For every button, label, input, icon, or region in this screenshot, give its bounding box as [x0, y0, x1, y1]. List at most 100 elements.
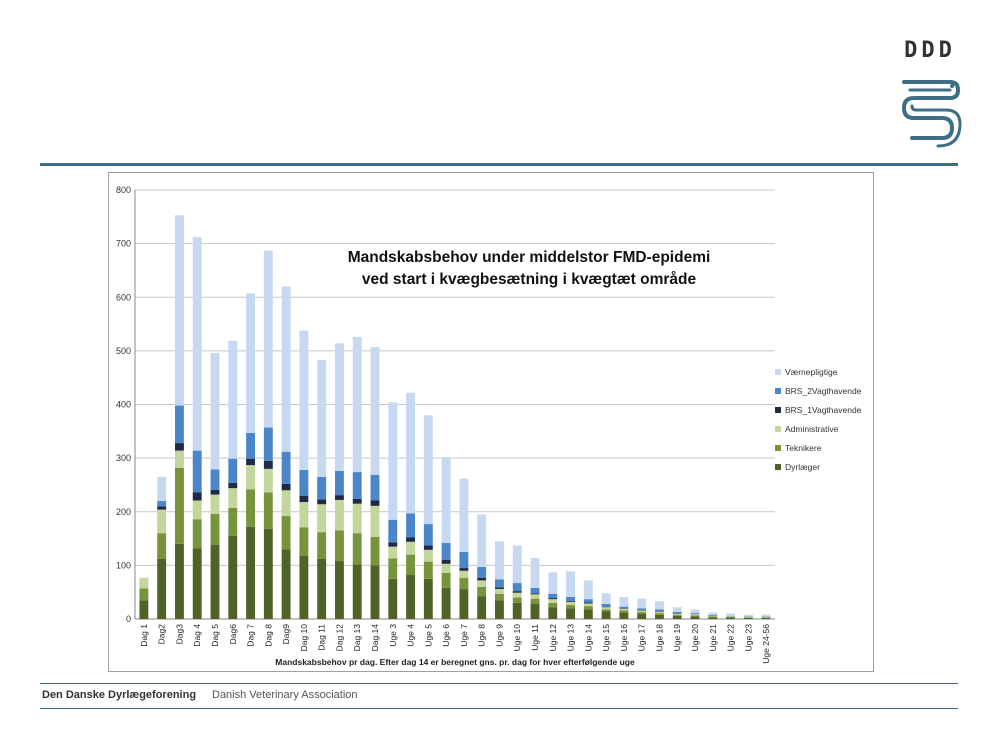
bar-segment: [459, 478, 469, 552]
bar-segment: [459, 589, 469, 619]
x-tick-label: Uge 19: [672, 624, 682, 652]
bar-segment: [708, 612, 718, 615]
bar-segment: [690, 613, 700, 615]
bar-segment: [317, 476, 327, 500]
bar-segment: [388, 542, 398, 547]
bar-segment: [477, 514, 487, 567]
bar-segment: [743, 616, 753, 617]
bar-segment: [406, 541, 415, 555]
bar-segment: [246, 293, 255, 433]
bar-segment: [637, 613, 647, 619]
legend-label: BRS_2Vagthavende: [785, 386, 862, 396]
y-tick-label: 400: [116, 400, 131, 410]
chart-title-line2: ved start i kvægbesætning i kvægtæt områ…: [362, 271, 697, 288]
x-tick-label: Uge 3: [388, 624, 398, 647]
x-tick-label: Dag 8: [263, 624, 273, 647]
bar-segment: [228, 340, 238, 459]
chart-container: 0 100 200 300 400 500 600 700 800 Dag 1 Dag2 Dag3 Da…: [108, 172, 874, 672]
bar-segment: [370, 347, 380, 475]
bar-segment: [637, 608, 647, 610]
bar-segment: [512, 545, 522, 584]
bar-segment: [583, 603, 593, 607]
bar-segment: [690, 615, 700, 617]
bar-segment: [352, 472, 362, 499]
bar-segment: [299, 495, 309, 503]
bar-segment: [708, 617, 718, 619]
y-tick-label: 300: [116, 453, 131, 463]
bar-segment: [317, 532, 327, 559]
x-tick-label: Uge 5: [423, 624, 433, 647]
legend-label: Dyrlæger: [785, 462, 820, 472]
bar-segment: [157, 501, 167, 507]
bar-segment: [192, 492, 202, 501]
bar-segment: [619, 610, 629, 613]
bar-segment: [566, 605, 575, 609]
bar-segment: [281, 483, 291, 491]
x-tick-label: Dag 10: [299, 624, 309, 652]
y-tick-label: 100: [116, 560, 131, 570]
bar-segment: [228, 535, 238, 619]
bar-segment: [495, 541, 504, 580]
legend-swatch: [775, 388, 781, 394]
bar-segment: [423, 549, 433, 562]
bar-segment: [459, 570, 469, 578]
bar-segment: [228, 488, 238, 508]
footer-org-name: Den Danske Dyrlægeforening: [42, 689, 197, 701]
footer-org-name-en: Danish Veterinary Association: [212, 689, 358, 701]
bar-segment: [512, 602, 522, 619]
x-tick-label: Uge 22: [726, 624, 736, 652]
legend-swatch: [775, 445, 781, 451]
bar-segment: [175, 443, 184, 451]
bar-segment: [335, 470, 344, 496]
x-tick-label: Uge 11: [530, 624, 540, 651]
bar-segment: [441, 542, 451, 561]
bar-segment: [637, 598, 647, 609]
bar-segment: [761, 617, 771, 618]
bar-segment: [619, 608, 629, 609]
bar-segment: [370, 474, 380, 501]
y-tick-label: 800: [116, 185, 131, 195]
bar-segment: [406, 537, 415, 542]
bar-segment: [708, 614, 718, 616]
bar-segment: [335, 530, 344, 562]
bar-segment: [370, 565, 380, 619]
bar-segment: [210, 513, 220, 545]
bar-segment: [192, 500, 202, 520]
bar-segment: [352, 564, 362, 619]
bar-segment: [175, 543, 184, 619]
bar-segment: [192, 548, 202, 619]
bar-segment: [548, 593, 558, 599]
bar-segment: [601, 611, 611, 619]
footer-divider-top: [40, 683, 958, 684]
bar-segment: [743, 617, 753, 619]
footer-divider-bottom: [40, 708, 958, 709]
x-tick-label: Dag 14: [370, 624, 380, 652]
bar-segment: [601, 606, 611, 608]
bar-segment: [281, 451, 291, 484]
bar-segment: [406, 575, 415, 619]
bar-segment: [139, 588, 149, 601]
y-tick-label: 0: [126, 614, 131, 624]
x-tick-label: Dag9: [281, 624, 291, 645]
bar-segment: [441, 572, 451, 588]
bar-segment: [299, 555, 309, 619]
bar-segment: [477, 577, 487, 581]
snake-emblem-icon: [901, 80, 962, 148]
bar-segment: [655, 613, 664, 615]
bar-segment: [637, 612, 647, 614]
legend-swatch: [775, 426, 781, 432]
bar-segment: [246, 432, 255, 459]
bar-segment: [335, 495, 344, 500]
bar-segment: [512, 583, 522, 592]
x-tick-label: Uge 7: [459, 624, 469, 647]
x-tick-label: Dag 12: [334, 624, 344, 652]
bar-segment: [388, 578, 398, 619]
bar-segment: [175, 467, 184, 544]
bar-segment: [672, 614, 682, 616]
bar-segment: [583, 599, 593, 603]
bar-segment: [317, 504, 327, 533]
legend-label: Administrative: [785, 424, 839, 434]
bar-segment: [548, 599, 558, 603]
bar-segment: [175, 405, 184, 444]
bar-segment: [175, 450, 184, 468]
